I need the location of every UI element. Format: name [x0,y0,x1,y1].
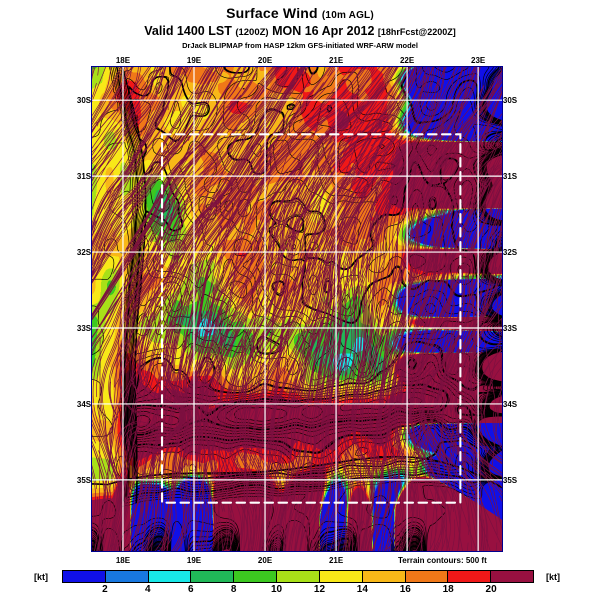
title-level: (10m AGL) [321,10,374,21]
lon-label-top-21E: 21E [328,56,344,65]
colorbar-tick-14: 14 [356,584,368,595]
colorbar-unit-right: [kt] [546,572,560,582]
colorbar-band-6 [319,571,363,582]
colorbar-band-8 [405,571,449,582]
colorbar-band-0 [63,571,106,582]
colorbar-tick-16: 16 [399,584,411,595]
page-title: Surface Wind (10m AGL) [0,6,600,23]
valid-local-time: Valid 1400 LST [144,24,232,38]
lon-label-top-23E: 23E [471,56,486,65]
colorbar-band-5 [277,571,320,582]
forecast-hour-tag: [18hrFcst@2200Z] [377,27,456,37]
colorbar-band-3 [191,571,235,582]
model-source-line: DrJack BLIPMAP from HASP 12km GFS-initia… [182,41,418,50]
lat-label-right-31S: 31S [502,172,518,182]
lon-label-bottom-20E: 20E [257,556,273,565]
title-block: Surface Wind (10m AGL) Valid 1400 LST (1… [0,6,600,51]
lat-label-left-35S: 35S [76,475,92,485]
lon-label-bottom-18E: 18E [115,556,131,565]
colorbar-unit-left: [kt] [34,572,48,582]
valid-utc-time: (1200Z) [235,27,269,38]
colorbar[interactable] [62,570,534,583]
colorbar-tick-20: 20 [485,584,497,595]
colorbar-tick-6: 6 [187,584,194,595]
lat-label-left-33S: 33S [76,323,92,333]
colorbar-band-4 [234,571,278,582]
title-main: Surface Wind [226,5,318,21]
colorbar-tick-10: 10 [270,584,283,595]
wind-speed-field-canvas[interactable] [91,66,503,552]
colorbar-tick-12: 12 [313,584,326,595]
valid-time-line: Valid 1400 LST (1200Z) MON 16 Apr 2012 [… [0,24,600,40]
terrain-contour-note: Terrain contours: 500 ft [398,556,487,565]
colorbar-band-1 [105,571,149,582]
colorbar-tick-8: 8 [230,584,237,595]
lat-label-right-32S: 32S [502,248,518,258]
lat-label-left-30S: 30S [76,96,92,106]
valid-date: MON 16 Apr 2012 [272,24,375,38]
lon-label-top-19E: 19E [186,56,202,65]
lon-label-top-22E: 22E [399,56,415,65]
lon-label-top-20E: 20E [257,56,273,65]
lat-label-left-32S: 32S [76,248,92,258]
colorbar-band-2 [148,571,192,582]
colorbar-band-7 [362,571,406,582]
lat-label-right-33S: 33S [502,323,518,333]
lat-label-right-30S: 30S [502,96,518,106]
lat-label-right-35S: 35S [502,475,518,485]
lat-label-left-31S: 31S [76,172,92,182]
colorbar-row: [kt] [kt] 2 4 6 8 10 12 14 16 18 20 [0,568,600,598]
lon-label-bottom-19E: 19E [186,556,202,565]
lat-label-right-34S: 34S [502,399,518,409]
colorbar-tick-18: 18 [442,584,454,595]
colorbar-tick-2: 2 [102,584,108,595]
lat-label-left-34S: 34S [76,399,92,409]
colorbar-band-10 [491,571,533,582]
lon-label-bottom-21E: 21E [328,556,344,565]
lon-label-top-18E: 18E [115,56,131,65]
colorbar-band-9 [448,571,492,582]
map-panel[interactable] [91,66,503,552]
colorbar-tick-4: 4 [145,584,151,595]
